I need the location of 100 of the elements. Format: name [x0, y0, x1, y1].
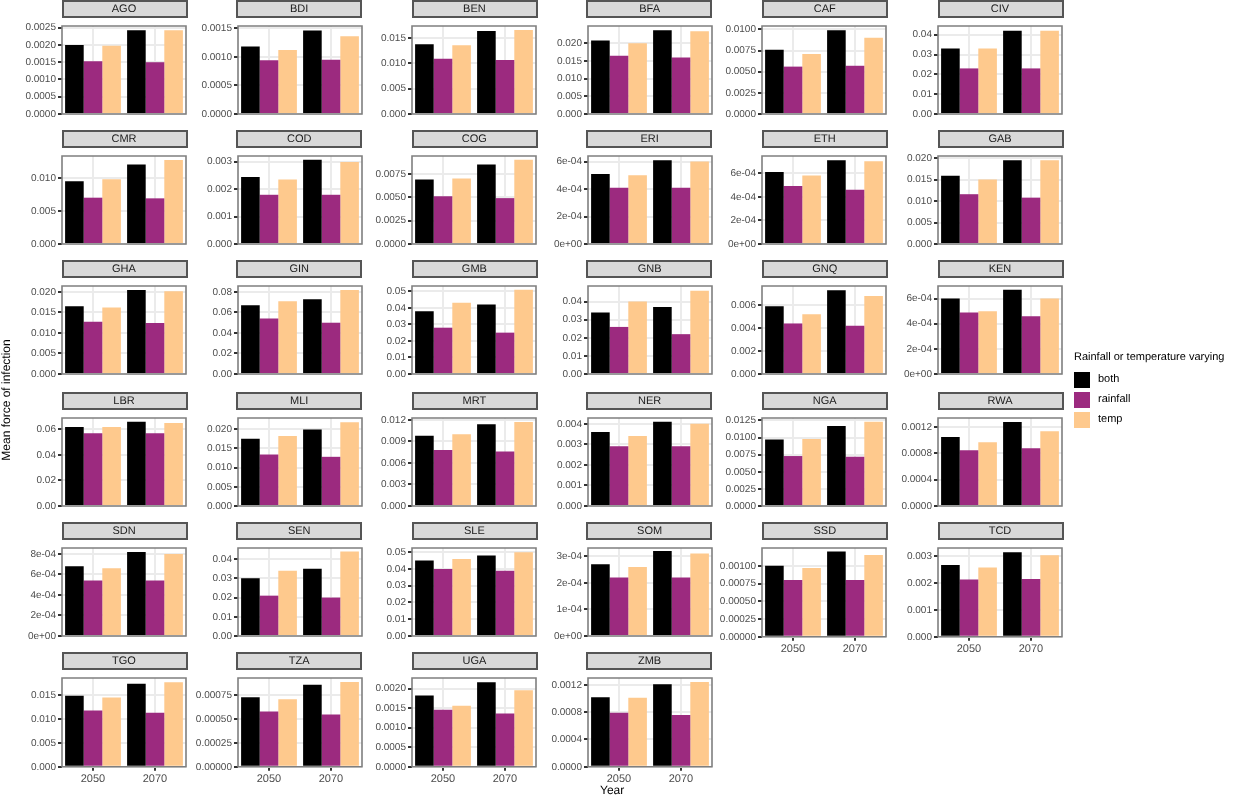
bar: [803, 438, 822, 505]
bar: [164, 553, 183, 635]
bar: [765, 438, 785, 505]
bar: [689, 682, 709, 766]
bar: [339, 290, 359, 374]
bar: [1021, 198, 1041, 244]
bar: [827, 30, 847, 113]
bar: [959, 313, 979, 374]
bar: [1003, 421, 1022, 505]
bar: [302, 30, 321, 113]
bar: [434, 58, 453, 113]
bar: [514, 30, 534, 113]
bar: [784, 579, 804, 636]
bar: [496, 59, 515, 113]
bar: [339, 682, 359, 766]
bar: [145, 712, 165, 766]
bar: [846, 579, 866, 636]
bar: [258, 319, 278, 374]
bar: [102, 179, 121, 244]
bar: [477, 164, 497, 244]
bar: [240, 306, 259, 374]
bar: [652, 30, 672, 113]
bar: [102, 308, 121, 374]
bar: [827, 425, 847, 505]
bar: [1040, 160, 1059, 244]
bar: [496, 450, 515, 505]
bar: [1021, 447, 1041, 505]
bar: [609, 55, 628, 113]
bar: [1003, 290, 1022, 374]
bar: [959, 68, 979, 113]
bar: [65, 565, 84, 635]
bar: [434, 196, 453, 244]
bar: [452, 45, 472, 113]
bar: [1021, 68, 1041, 113]
bar: [765, 565, 785, 636]
bar: [978, 441, 997, 505]
bar: [434, 328, 453, 374]
bar: [415, 695, 435, 766]
bar: [277, 699, 297, 766]
bar: [65, 181, 84, 244]
bar: [415, 179, 435, 244]
bar: [127, 30, 146, 113]
bar: [1040, 299, 1059, 374]
bar: [415, 434, 435, 505]
bar: [1040, 554, 1059, 636]
bar: [671, 188, 690, 244]
bar: [590, 563, 610, 635]
bar: [1021, 578, 1041, 636]
bar: [65, 306, 84, 374]
bar: [765, 49, 785, 113]
bar: [514, 290, 534, 374]
bar: [846, 65, 866, 113]
bar: [671, 57, 690, 113]
bar: [277, 435, 297, 505]
bar: [83, 198, 103, 244]
bar: [627, 302, 647, 374]
bar: [689, 31, 709, 113]
bar: [258, 195, 278, 244]
bar: [320, 714, 340, 766]
bar: [941, 299, 960, 374]
bar: [652, 160, 672, 244]
bar: [590, 174, 610, 244]
bar: [102, 567, 121, 635]
bar: [627, 435, 647, 505]
bar: [765, 172, 785, 244]
bar: [784, 324, 804, 374]
bar: [339, 421, 359, 505]
bar: [671, 334, 690, 374]
bar: [609, 577, 628, 635]
bar: [627, 175, 647, 244]
bar: [302, 428, 321, 505]
bar: [671, 577, 690, 635]
bar: [627, 566, 647, 635]
bar: [434, 709, 453, 766]
bar: [827, 551, 847, 636]
bar: [1040, 430, 1059, 505]
bar: [240, 577, 259, 635]
bar: [302, 684, 321, 766]
bar: [514, 551, 534, 635]
bar: [671, 445, 690, 505]
bar: [258, 711, 278, 766]
bar: [784, 66, 804, 113]
bar: [164, 160, 183, 244]
bar: [65, 695, 84, 766]
bar: [784, 455, 804, 505]
bar: [978, 179, 997, 244]
bar: [277, 570, 297, 635]
bar: [320, 597, 340, 635]
bar: [415, 560, 435, 635]
bar: [652, 550, 672, 635]
bar: [865, 421, 884, 505]
bar: [671, 714, 690, 766]
bar: [102, 697, 121, 766]
bar: [240, 437, 259, 505]
bar: [240, 697, 259, 766]
bar: [65, 44, 84, 113]
bar: [477, 305, 497, 374]
bar: [609, 327, 628, 374]
bar: [590, 40, 610, 113]
bar: [102, 45, 121, 113]
